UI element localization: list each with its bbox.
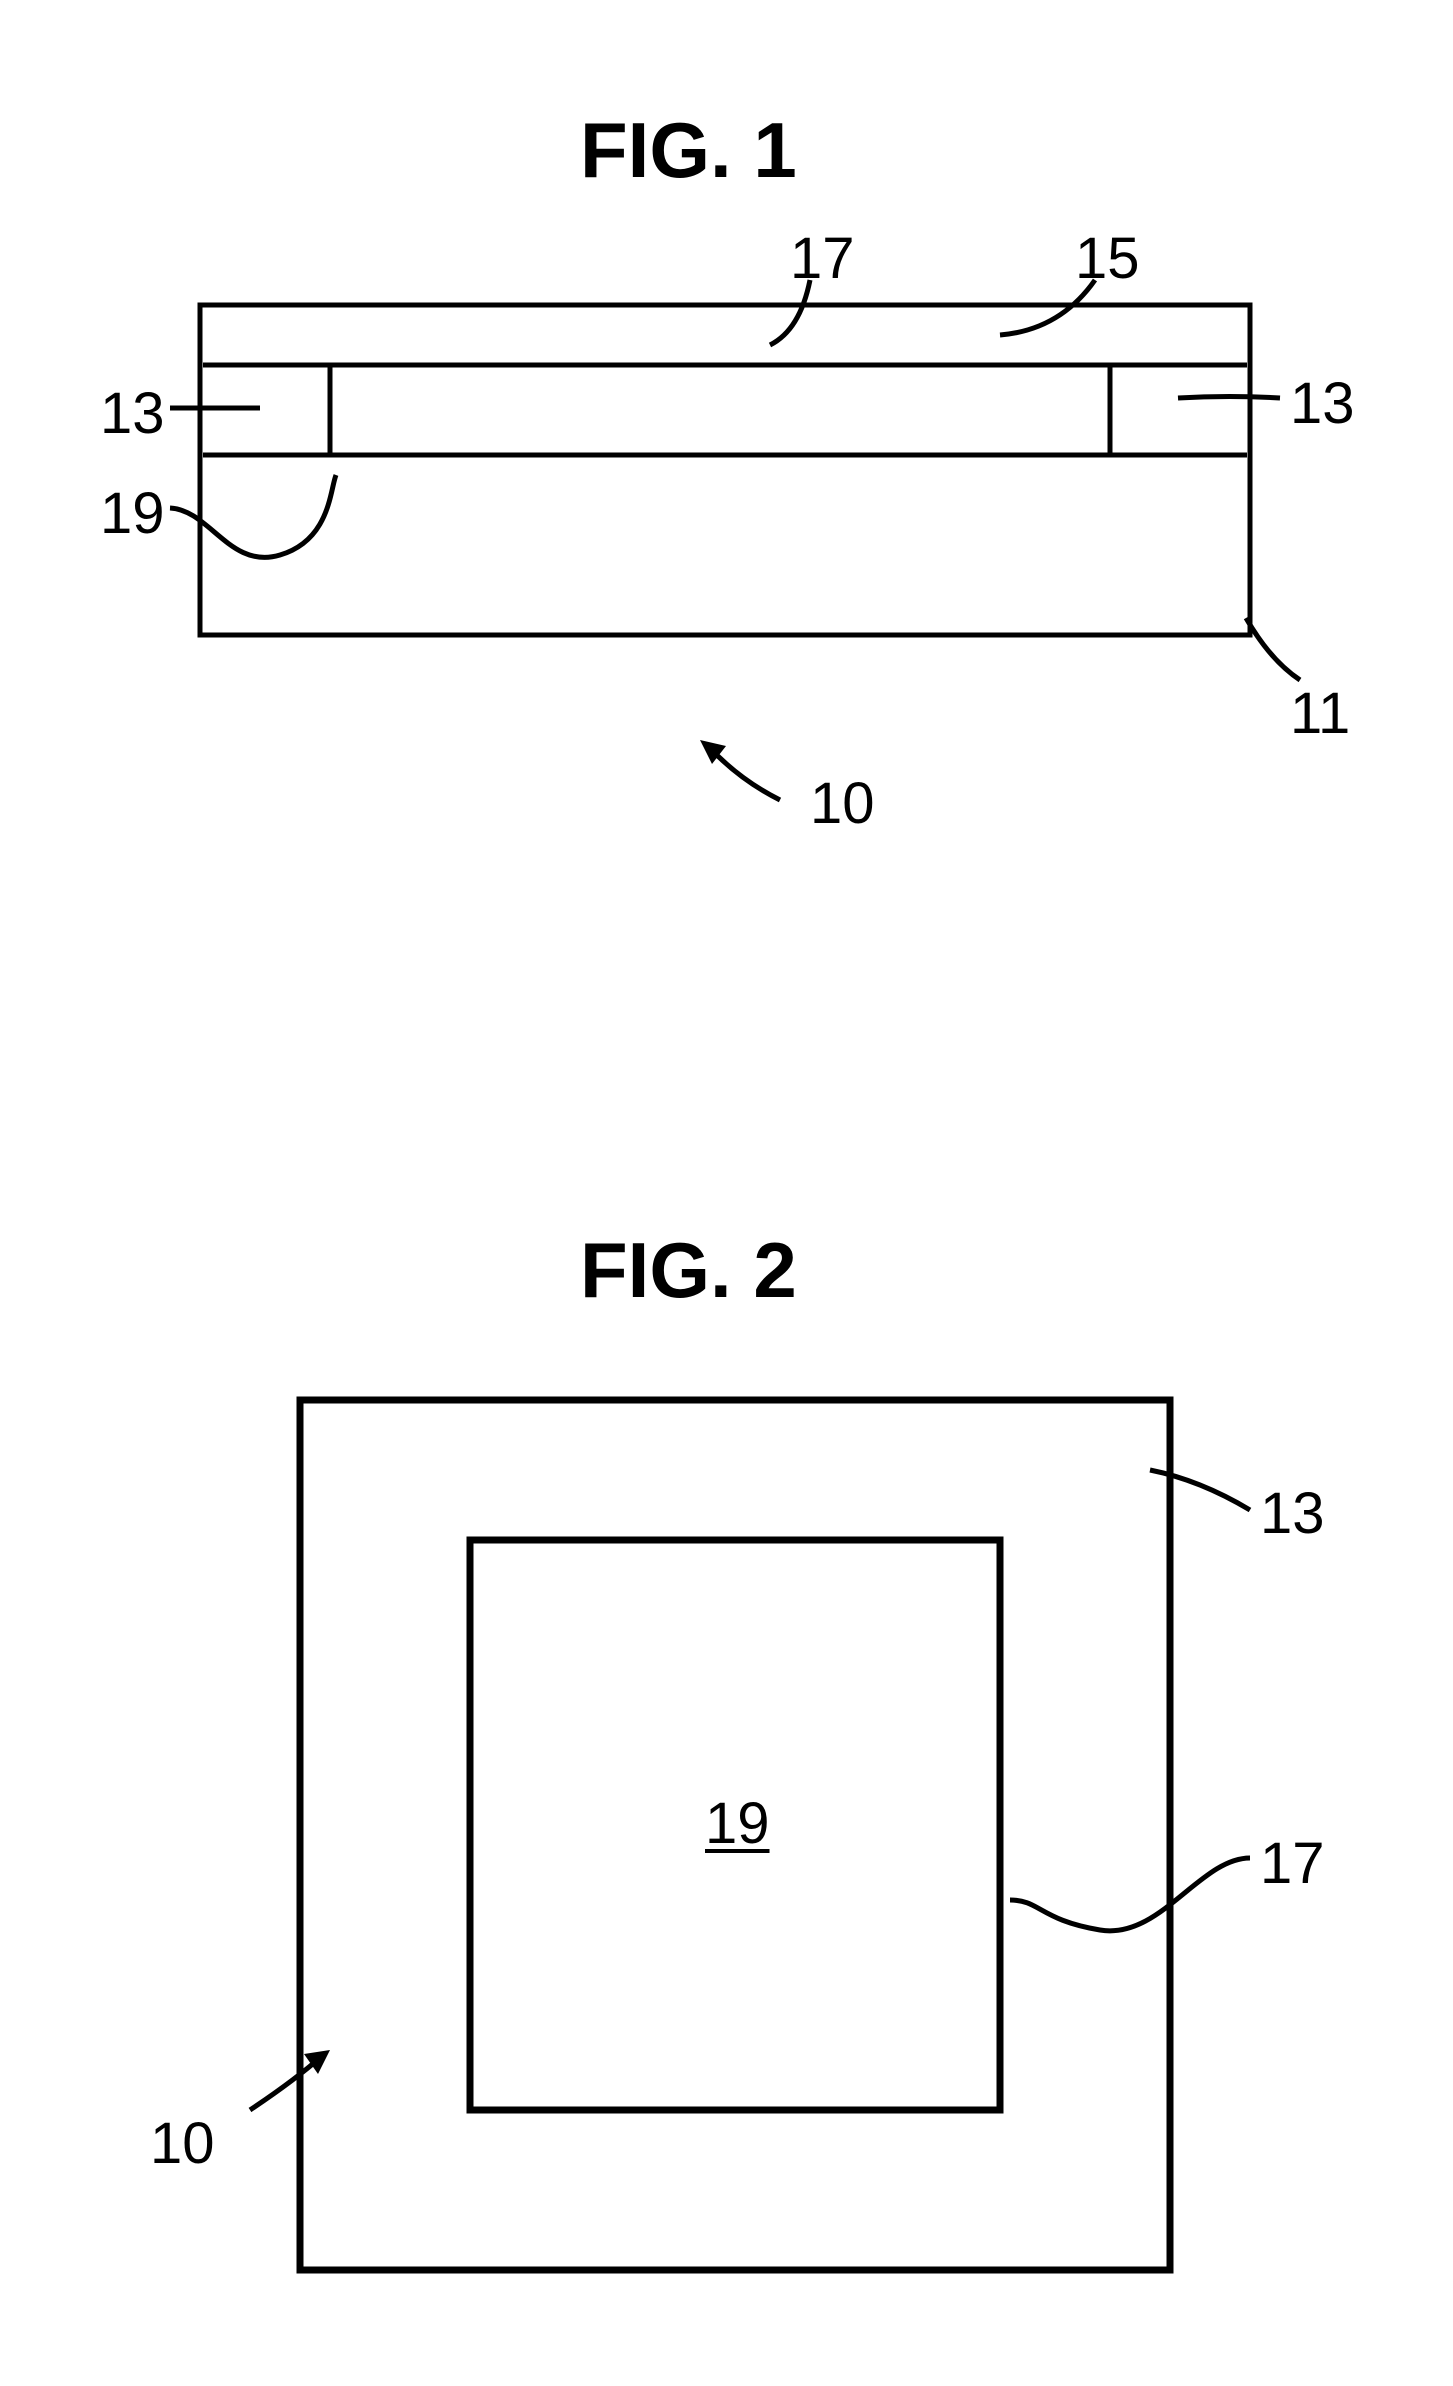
fig1-label-13-right: 13 xyxy=(1290,370,1355,437)
fig2-label-13: 13 xyxy=(1260,1480,1325,1547)
fig2-drawing xyxy=(0,1380,1453,2380)
fig1-label-19: 19 xyxy=(100,480,165,547)
fig1-label-15: 15 xyxy=(1075,225,1140,292)
fig2-label-10: 10 xyxy=(150,2110,215,2177)
fig2-inner-label-19: 19 xyxy=(705,1790,770,1857)
fig1-label-17: 17 xyxy=(790,225,855,292)
fig2-title: FIG. 2 xyxy=(580,1225,797,1316)
fig2-label-17: 17 xyxy=(1260,1830,1325,1897)
fig1-drawing xyxy=(0,0,1453,900)
fig1-label-13-left: 13 xyxy=(100,380,165,447)
fig1-label-10: 10 xyxy=(810,770,875,837)
fig1-label-11: 11 xyxy=(1290,680,1350,747)
